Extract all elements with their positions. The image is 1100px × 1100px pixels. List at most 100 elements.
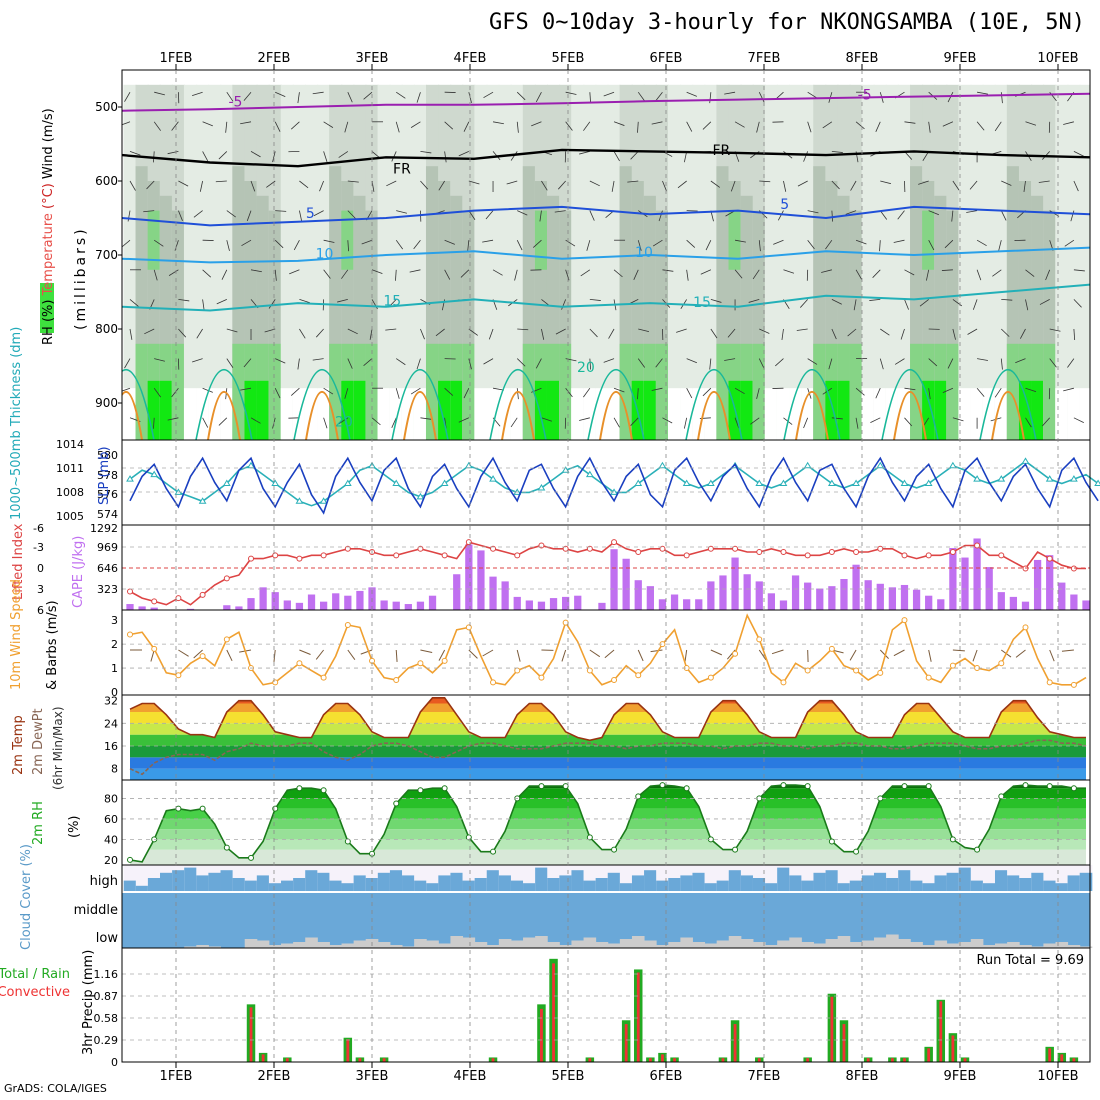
cloud-low-bar: [982, 945, 996, 948]
plot-data: [122, 84, 1100, 1062]
cape-bar: [1070, 594, 1078, 610]
temp-band: [130, 723, 1086, 735]
wind-barb: [386, 180, 397, 187]
date-label-top: 8FEB: [846, 51, 879, 66]
cape-bar: [961, 557, 969, 610]
upper-ytick: 500: [95, 100, 118, 114]
cape-bar: [755, 581, 763, 610]
cloud-high-bar: [1043, 880, 1056, 891]
wind-barb: [221, 269, 228, 280]
wind-barb: [855, 417, 859, 429]
cape-bar: [900, 584, 909, 610]
rh-band: [752, 343, 766, 440]
contour-label: FR: [712, 143, 730, 159]
rh-band: [256, 380, 270, 440]
wind-barb: [893, 239, 905, 243]
thickness-line-point: [682, 479, 691, 486]
wind-barb: [583, 121, 591, 131]
isotherm-25: [795, 390, 829, 440]
wind-barb: [226, 91, 234, 102]
isotherm-20: [979, 369, 1037, 440]
precip-ylabel: 3hr Precip (mm): [81, 950, 96, 1055]
upper-ytick: 900: [95, 396, 118, 410]
precip-conv-bar: [1072, 1058, 1076, 1062]
cape-bar: [295, 602, 304, 610]
date-label-top: 2FEB: [258, 51, 291, 66]
wind-speed-line: [129, 613, 1087, 686]
cape-bar: [537, 601, 546, 610]
rh-band: [171, 343, 185, 440]
precip-conv-bar: [903, 1058, 906, 1062]
rh-ytick: 40: [104, 833, 118, 846]
cape-bar: [828, 586, 836, 610]
wind-barb: [416, 358, 421, 370]
wind-barb: [904, 269, 915, 276]
wind-barb: [420, 180, 429, 190]
cloud-low-bar: [317, 942, 330, 948]
slp-ylabel: SLP (mb): [97, 446, 112, 505]
thickness-line-point: [827, 479, 836, 486]
li-ytick: 3: [37, 583, 44, 596]
cloud-high-bar: [1031, 872, 1044, 891]
cloud-high-bar: [825, 870, 839, 891]
thickness-line-point: [900, 479, 909, 486]
wind-barb: [1000, 210, 1007, 221]
wind-barb: [199, 180, 203, 192]
date-label-bottom: 1FEB: [160, 1069, 193, 1084]
rh-band: [438, 380, 452, 440]
wind-barb: [1067, 358, 1075, 368]
wind-barb: [153, 417, 155, 429]
wind-barb: [565, 387, 573, 398]
cape-bar: [767, 593, 775, 610]
cape-bar: [428, 595, 437, 610]
precip-conv-bar: [963, 1058, 967, 1062]
isotherm-25: [501, 390, 535, 440]
contour-label: 10: [635, 245, 653, 261]
date-label-top: 7FEB: [748, 51, 781, 66]
cloud-low-bar: [498, 939, 512, 948]
lifted-index-line-point: [175, 595, 182, 602]
wind-barb: [541, 417, 553, 422]
precip-ytick: 0.87: [94, 990, 119, 1003]
rh-band: [1079, 84, 1090, 440]
rh-ytick: 80: [104, 792, 118, 805]
wind-barb: [604, 649, 615, 659]
rh-line-point: [925, 783, 932, 790]
cloud-high-bar: [644, 870, 657, 891]
cloud-high-bar: [934, 875, 948, 891]
cloud-high-bar: [160, 872, 173, 891]
wind-barb: [589, 299, 601, 301]
wind-speed-line-point: [611, 677, 618, 684]
wind-barb: [124, 91, 131, 102]
rh-band: [994, 84, 1008, 440]
cape-bar: [271, 592, 279, 610]
wind-barb: [630, 417, 639, 426]
cloud-high-bar: [958, 867, 972, 891]
slp-ytick: 1008: [56, 486, 84, 499]
rh-band: [740, 380, 754, 440]
cloud-high-bar: [232, 878, 246, 891]
cape-bar: [791, 575, 800, 610]
cape-bar: [888, 587, 897, 610]
wind-barb: [174, 240, 179, 251]
wind-barb: [344, 121, 349, 133]
wind-barb: [275, 210, 287, 212]
wind-barb: [831, 328, 837, 340]
thickness-ylabel: 1000~500mb Thickness (dm): [9, 327, 24, 520]
date-label-top: 6FEB: [650, 51, 683, 66]
cape-bar: [646, 586, 654, 610]
rh-band: [450, 380, 464, 440]
cloud-low-bar: [849, 942, 863, 948]
wind-barb: [413, 239, 421, 250]
wind-barb: [662, 180, 667, 192]
wind-speed-line-point: [562, 619, 569, 626]
wind-barb: [565, 239, 576, 247]
cloud-high-bar: [293, 878, 306, 891]
cloud-ycat: low: [96, 931, 119, 946]
wind-barb: [1015, 358, 1026, 364]
isotherm-20: [881, 369, 939, 440]
wind-barb: [758, 92, 765, 103]
wind-barb: [483, 358, 494, 365]
rh-band: [280, 84, 294, 440]
wind-barb: [216, 299, 227, 305]
